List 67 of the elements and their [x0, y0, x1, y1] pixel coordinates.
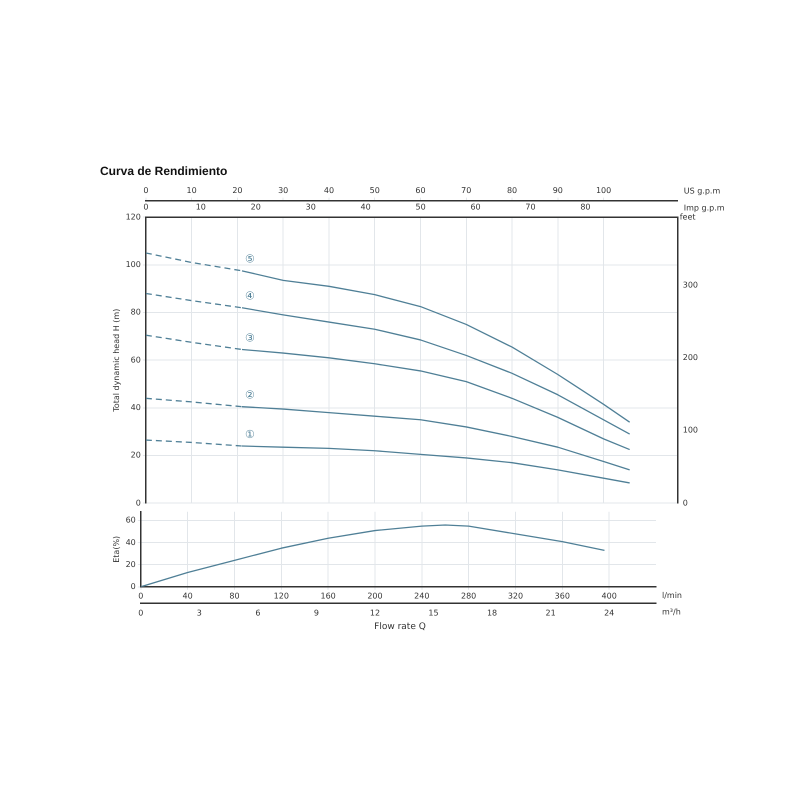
- x-tick-label: 80: [506, 186, 518, 195]
- x2-tick-label: 0: [143, 202, 148, 212]
- x-axis-title: US g.p.m: [684, 186, 720, 196]
- y2-axis-title: feet: [680, 212, 696, 222]
- chart-title: Curva de Rendimiento: [100, 164, 228, 178]
- text: Flow rate Q: [373, 622, 427, 632]
- x2-tick-label: 24: [604, 608, 614, 618]
- x-tick-label: 160: [320, 592, 336, 601]
- y-tick-label: 20: [130, 450, 141, 460]
- y-tick-label: 40: [130, 402, 141, 412]
- y2-tick-label: 300: [682, 280, 698, 290]
- y2-tick-label: 100: [682, 426, 698, 435]
- x-tick-label: 0: [143, 186, 148, 195]
- x2-tick-label: 40: [360, 202, 371, 212]
- x2-tick-label: 9: [314, 608, 319, 618]
- x2-tick-label: 30: [306, 202, 316, 212]
- x-tick-label: 80: [229, 592, 240, 601]
- x2-tick-label: 21: [546, 608, 556, 618]
- x-tick-label: 90: [552, 186, 563, 195]
- x-tick-label: 400: [602, 592, 617, 601]
- x2-tick-label: 60: [470, 202, 481, 212]
- y-tick-label: 20: [126, 560, 136, 569]
- x-tick-label: 280: [461, 592, 476, 601]
- x2-tick-label: 50: [415, 202, 426, 212]
- x-tick-label: 20: [232, 186, 243, 195]
- x-tick-label: 50: [370, 186, 380, 195]
- x2-axis-title: Imp g.p.m: [684, 203, 725, 212]
- series-label: ①: [245, 428, 256, 441]
- x-tick-label: 40: [324, 186, 334, 195]
- series-label: ⑤: [245, 252, 256, 266]
- x-tick-label: 360: [554, 592, 570, 601]
- x-tick-label: 320: [508, 592, 524, 601]
- y-tick-label: 0: [136, 498, 141, 508]
- y-tick-label: 40: [126, 538, 136, 547]
- x-tick-label: 30: [278, 186, 288, 195]
- x2-tick-label: 80: [580, 202, 591, 212]
- x-axis-title: l/min: [662, 590, 682, 600]
- y2-tick-label: 0: [682, 498, 688, 508]
- y-tick-label: 80: [130, 308, 141, 317]
- series-label: ③: [245, 331, 256, 344]
- x-tick-label: 70: [461, 186, 472, 195]
- x2-tick-label: 70: [525, 202, 536, 212]
- x-tick-label: 200: [367, 592, 383, 601]
- y-axis-title: Eta(%): [112, 536, 121, 563]
- y-tick-label: 60: [130, 355, 141, 364]
- x2-tick-label: 12: [370, 608, 380, 618]
- y2-tick-label: 200: [682, 352, 698, 362]
- x2-tick-label: 20: [250, 202, 261, 212]
- series-label: ④: [245, 290, 256, 303]
- y-tick-label: 0: [130, 582, 136, 591]
- y-tick-label: 120: [126, 212, 141, 222]
- x2-axis-title: m³/h: [662, 607, 681, 616]
- x-tick-label: 240: [414, 592, 430, 601]
- x-tick-label: 100: [596, 186, 612, 195]
- x-tick-label: 40: [182, 592, 193, 601]
- x-tick-label: 60: [415, 186, 426, 195]
- x2-tick-label: 6: [255, 608, 260, 618]
- x2-tick-label: 15: [428, 608, 439, 618]
- y-axis-title: Total dynamic head H (m): [112, 308, 121, 413]
- y-tick-label: 100: [126, 260, 141, 269]
- series-label: ②: [245, 388, 256, 402]
- x-tick-label: 120: [274, 592, 289, 601]
- x2-tick-label: 18: [486, 608, 498, 618]
- x-tick-label: 10: [186, 186, 197, 195]
- x2-tick-label: 3: [196, 608, 202, 618]
- x2-tick-label: 10: [196, 202, 206, 212]
- y-tick-label: 60: [126, 516, 136, 525]
